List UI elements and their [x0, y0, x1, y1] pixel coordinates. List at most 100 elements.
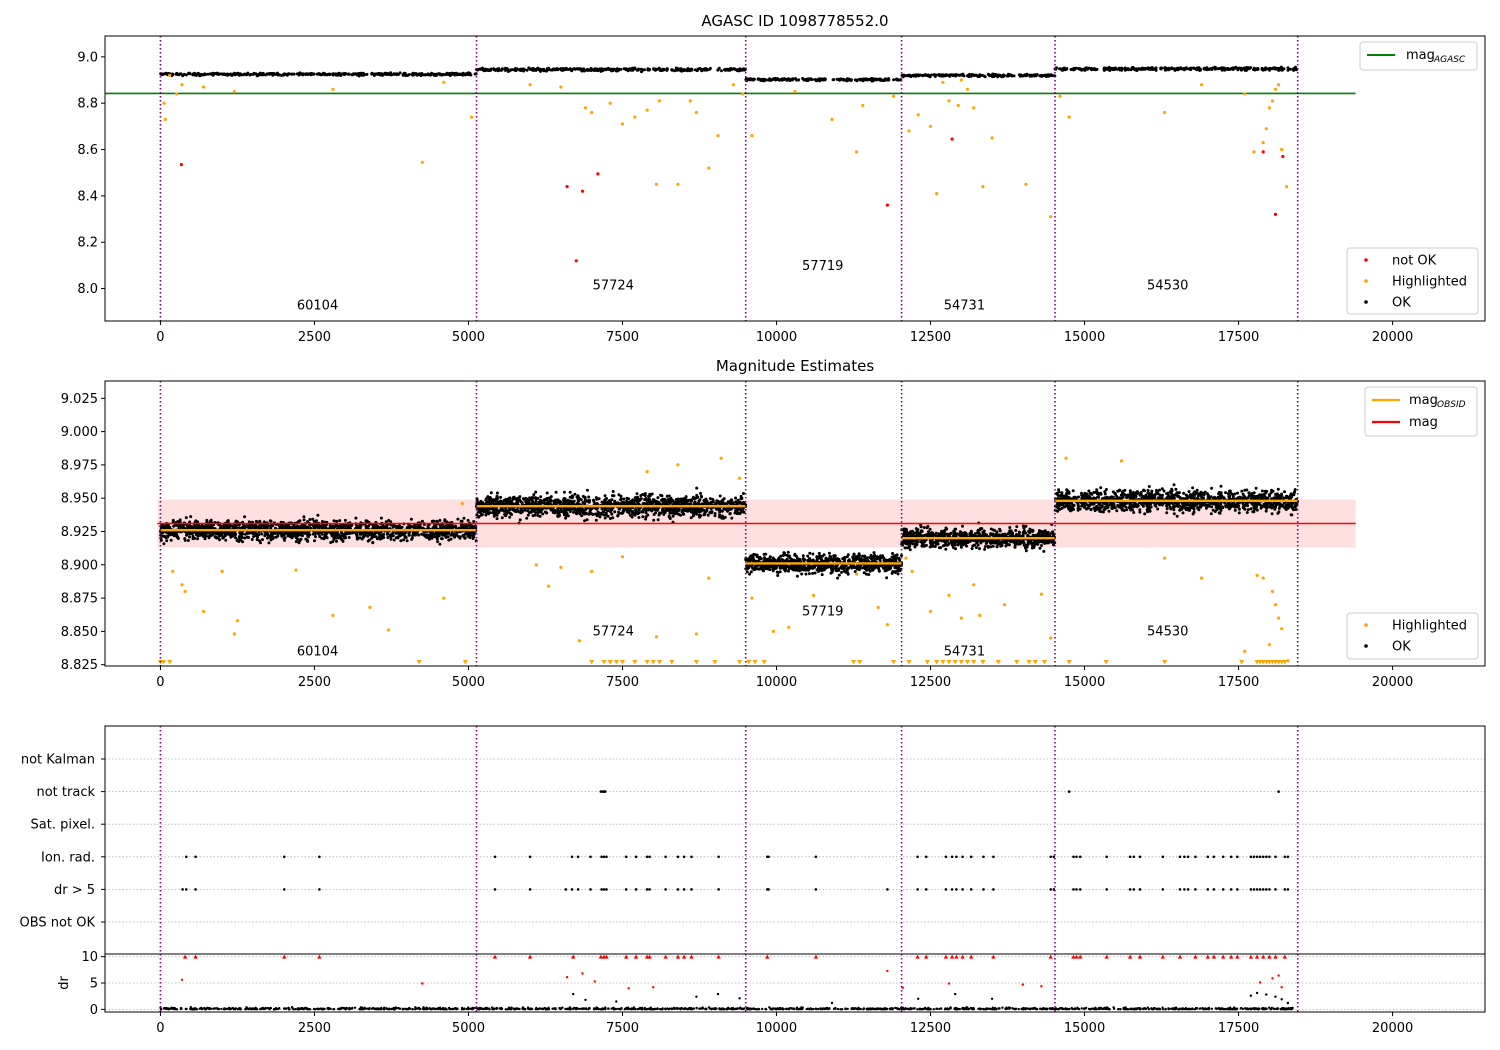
ok-point	[489, 498, 493, 502]
chart-title-magnitude-estimates: Magnitude Estimates	[716, 357, 874, 375]
ok-point	[616, 513, 620, 517]
ok-point	[199, 524, 203, 528]
ok-point	[767, 77, 771, 81]
ok-point	[499, 495, 503, 499]
ok-point	[595, 497, 599, 501]
highlighted-point	[654, 182, 659, 186]
ok-point	[241, 532, 244, 536]
ok-point	[862, 78, 866, 82]
ok-point	[933, 74, 937, 78]
ok-point	[525, 68, 529, 72]
ok-point	[285, 73, 289, 77]
agasc-legend: mag AGASC	[1359, 41, 1478, 71]
ok-point	[365, 72, 369, 76]
ok-point	[171, 531, 175, 535]
ok-point	[699, 514, 703, 518]
ok-point	[709, 507, 713, 511]
ok-point	[1139, 68, 1143, 71]
ok-point	[738, 501, 742, 505]
ok-point	[713, 514, 717, 518]
ok-point	[539, 495, 543, 499]
ok-point	[647, 497, 651, 501]
not-ok-point	[1273, 212, 1278, 216]
ok-point	[183, 538, 187, 542]
ok-point	[1143, 67, 1147, 71]
ok-point	[362, 534, 366, 538]
ok-point	[721, 499, 724, 503]
ok-point	[652, 513, 656, 516]
ok-point	[641, 515, 645, 519]
ok-point	[328, 524, 332, 528]
ok-point	[434, 532, 437, 536]
ok-point	[622, 497, 626, 501]
highlighted-point	[168, 73, 172, 77]
ok-point	[1223, 68, 1227, 72]
ok-point	[576, 67, 580, 71]
ok-point	[377, 72, 381, 76]
highlighted-point	[1264, 127, 1268, 131]
ok-point	[702, 67, 706, 71]
ok-point	[725, 68, 729, 72]
obsid-label-57724: 57724	[593, 279, 634, 294]
highlighted-point	[676, 182, 680, 186]
ok-point	[323, 73, 327, 77]
ok-point	[700, 507, 704, 511]
ok-point	[1146, 66, 1150, 70]
ok-point	[293, 526, 297, 530]
ok-point	[567, 67, 571, 71]
ok-point	[996, 73, 1000, 77]
ok-point	[677, 507, 681, 511]
ok-point	[378, 531, 382, 535]
ok-point	[596, 69, 600, 73]
ok-point	[443, 519, 447, 523]
ok-point	[1221, 66, 1225, 70]
chart-title-agasc: AGASC ID 1098778552.0	[701, 12, 888, 30]
ok-point	[379, 516, 383, 520]
highlighted-point	[688, 99, 692, 103]
ok-point	[577, 499, 580, 503]
ok-point	[445, 72, 449, 76]
ok-point	[1286, 68, 1290, 72]
ok-point	[978, 74, 982, 78]
ok-point	[388, 533, 392, 537]
ok-point	[831, 78, 835, 82]
ok-point	[284, 524, 288, 528]
ok-point	[265, 525, 269, 529]
ok-point	[335, 539, 338, 543]
ok-point	[1169, 67, 1173, 71]
ok-point	[647, 494, 651, 498]
ok-point	[770, 78, 774, 82]
ok-point	[1292, 67, 1296, 71]
ok-point	[407, 526, 410, 530]
ok-point	[581, 508, 585, 511]
ok-point	[887, 78, 891, 82]
highlighted-point	[163, 117, 167, 121]
ok-point	[441, 533, 445, 537]
ok-point	[617, 493, 621, 497]
ok-point	[1248, 66, 1252, 70]
ok-point	[259, 541, 262, 545]
ok-point	[485, 509, 489, 513]
highlighted-point	[731, 83, 736, 87]
highlighted-point	[608, 101, 612, 105]
ok-point	[609, 501, 613, 505]
ok-point	[479, 67, 483, 71]
ok-point	[595, 514, 599, 518]
ok-point	[234, 536, 238, 540]
highlighted-point	[965, 87, 970, 91]
ok-point	[598, 515, 602, 519]
ok-point	[471, 535, 475, 539]
ok-point	[664, 501, 668, 505]
ok-point	[944, 73, 948, 77]
ok-point	[596, 510, 600, 514]
ok-point	[554, 490, 558, 494]
ok-point	[419, 72, 423, 76]
ok-point	[394, 72, 398, 76]
ok-point	[1113, 67, 1117, 71]
ok-point	[1030, 73, 1034, 77]
ok-point	[297, 519, 301, 523]
highlighted-point	[1273, 87, 1278, 91]
